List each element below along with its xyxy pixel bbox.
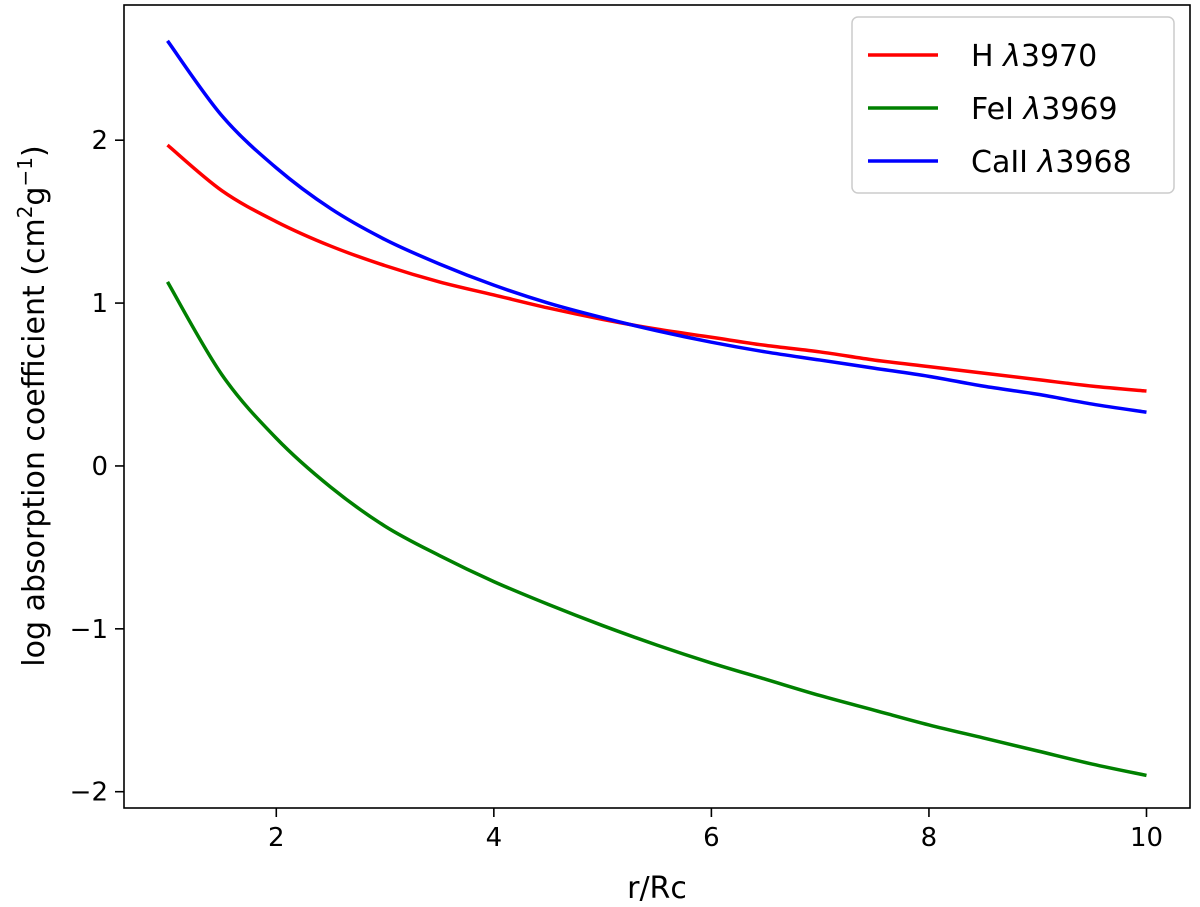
legend-item-h: H λ3970 xyxy=(868,39,1097,74)
legend-item-caii: CaII λ3968 xyxy=(868,145,1132,180)
series-line-fei xyxy=(165,281,1147,778)
legend-box xyxy=(851,16,1175,194)
y-axis-ticks: −2 −1 0 1 2 xyxy=(70,126,124,808)
y-tick-label: 1 xyxy=(91,289,108,319)
x-tick-label: 2 xyxy=(268,823,285,853)
y-axis-label-g: g xyxy=(17,187,52,206)
y-axis-label-sup-2: 2 xyxy=(13,206,37,219)
y-axis-label: log absorption coefficient (cm2g−1) xyxy=(13,145,52,666)
y-axis-label-sup-neg1: −1 xyxy=(13,157,37,186)
y-tick-label: 0 xyxy=(91,452,108,482)
legend: H λ3970 FeI λ3969 CaII λ3968 xyxy=(851,16,1175,194)
legend-item-fei: FeI λ3969 xyxy=(868,92,1118,127)
x-tick-label: 8 xyxy=(921,823,938,853)
series-group xyxy=(165,39,1147,778)
y-axis-label-main: log absorption coefficient (cm xyxy=(17,218,52,666)
x-axis-label: r/Rc xyxy=(627,871,687,906)
legend-label-fei: FeI λ3969 xyxy=(971,92,1118,127)
y-axis-label-close: ) xyxy=(17,145,52,157)
series-line-caii xyxy=(166,39,1147,414)
y-tick-label: 2 xyxy=(91,126,108,156)
y-tick-label: −1 xyxy=(70,615,108,645)
x-tick-label: 6 xyxy=(703,823,720,853)
x-axis-ticks: 2 4 6 8 10 xyxy=(268,808,1163,853)
x-tick-label: 10 xyxy=(1130,823,1163,853)
y-tick-label: −2 xyxy=(70,778,108,808)
legend-label-h: H λ3970 xyxy=(971,39,1097,74)
legend-label-caii: CaII λ3968 xyxy=(971,145,1132,180)
x-tick-label: 4 xyxy=(486,823,503,853)
